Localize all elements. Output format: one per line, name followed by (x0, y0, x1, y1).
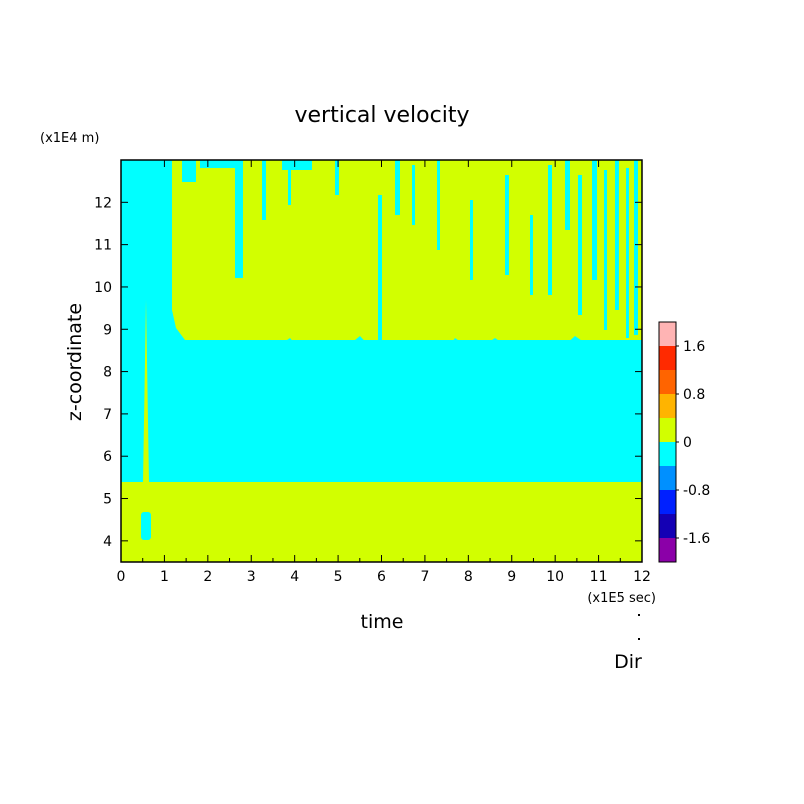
streak (182, 160, 196, 182)
streak (395, 160, 400, 215)
x-tick-label: 9 (507, 569, 516, 585)
x-tick-label: 1 (160, 569, 169, 585)
x-tick-label: 2 (203, 569, 212, 585)
positive-spike (143, 300, 149, 482)
y-tick-label: 11 (94, 238, 112, 254)
y-tick-label: 6 (103, 449, 112, 465)
y-axis-label: z-coordinate (64, 303, 86, 421)
x-unit-label: (x1E5 sec) (587, 591, 656, 606)
early-negative-column (121, 160, 642, 482)
streak (235, 160, 243, 278)
x-tick-label: 3 (247, 569, 256, 585)
colorbar-swatch (659, 394, 676, 418)
streak (548, 165, 552, 295)
x-tick-label: 7 (420, 569, 429, 585)
streak (470, 200, 473, 280)
streak (505, 175, 509, 275)
colorbar-swatch (659, 466, 676, 490)
footer-marker (638, 614, 640, 616)
streak (200, 160, 240, 168)
colorbar-tick-label: -0.8 (683, 483, 710, 499)
x-tick-label: 10 (546, 569, 564, 585)
streak (634, 160, 638, 335)
x-tick-label: 12 (633, 569, 651, 585)
colorbar-swatch (659, 442, 676, 466)
x-tick-label: 0 (117, 569, 126, 585)
colorbar: -1.6 -0.8 0 0.8 1.6 (658, 321, 710, 563)
x-tick-label: 11 (590, 569, 608, 585)
footer-marker (638, 638, 640, 640)
streak (626, 168, 629, 338)
colorbar-tick-label: -1.6 (683, 531, 710, 547)
y-tick-label: 7 (103, 407, 112, 423)
colorbar-tick-label: 0.8 (683, 387, 705, 403)
x-tick-label: 4 (290, 569, 299, 585)
upper-left-negative-region (121, 160, 172, 342)
colorbar-swatch (659, 370, 676, 394)
y-tick-label: 12 (94, 195, 112, 211)
streak (262, 160, 266, 220)
streak (604, 170, 607, 330)
small-negative-patch (141, 512, 151, 540)
colorbar-swatch (659, 490, 676, 514)
footer-markers (638, 614, 640, 640)
plot-area (120, 159, 643, 563)
streak (378, 195, 382, 345)
colorbar-swatch (659, 538, 676, 562)
y-tick-label: 9 (103, 322, 112, 338)
streak (578, 175, 582, 315)
streak (437, 160, 440, 250)
streak (282, 160, 312, 170)
colorbar-swatch (659, 322, 676, 346)
x-axis-label: time (361, 611, 404, 633)
colorbar-tick-label: 1.6 (683, 339, 705, 355)
chart-title: vertical velocity (294, 103, 469, 128)
x-tick-label: 8 (464, 569, 473, 585)
streak (412, 165, 415, 225)
y-tick-label: 5 (103, 492, 112, 508)
y-unit-label: (x1E4 m) (40, 131, 99, 146)
streak (592, 160, 597, 280)
colorbar-swatch (659, 514, 676, 538)
colorbar-swatch (659, 418, 676, 442)
y-axis-ticks: 4 5 6 7 8 9 10 11 12 (94, 195, 642, 550)
y-tick-label: 8 (103, 365, 112, 381)
streak (530, 215, 533, 295)
streak (335, 160, 339, 195)
y-tick-label: 10 (94, 280, 112, 296)
y-tick-label: 4 (103, 534, 112, 550)
x-tick-label: 6 (377, 569, 386, 585)
streak (565, 160, 570, 230)
streak (615, 160, 619, 310)
x-axis-ticks: 0 1 2 3 4 5 6 7 8 9 10 11 12 (117, 160, 651, 585)
streak (288, 160, 291, 205)
footer-label: Dir (614, 651, 642, 673)
x-tick-label: 5 (334, 569, 343, 585)
upper-streaks (182, 160, 638, 345)
colorbar-tick-label: 0 (683, 435, 692, 451)
colorbar-swatch (659, 346, 676, 370)
